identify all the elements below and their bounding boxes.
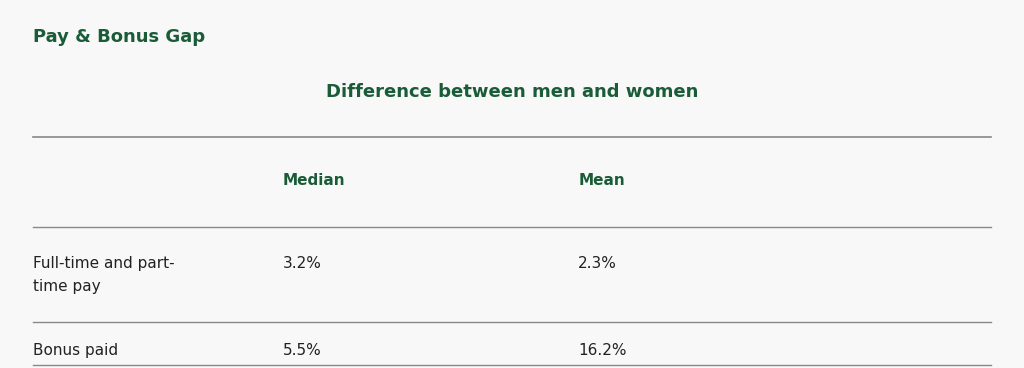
Text: Median: Median: [283, 173, 345, 188]
Text: 3.2%: 3.2%: [283, 256, 322, 272]
Text: Difference between men and women: Difference between men and women: [326, 82, 698, 100]
Text: Bonus paid: Bonus paid: [34, 343, 119, 358]
Text: Full-time and part-
time pay: Full-time and part- time pay: [34, 256, 175, 294]
Text: Pay & Bonus Gap: Pay & Bonus Gap: [34, 28, 206, 46]
Text: Mean: Mean: [579, 173, 625, 188]
Text: 2.3%: 2.3%: [579, 256, 617, 272]
Text: 16.2%: 16.2%: [579, 343, 627, 358]
Text: 5.5%: 5.5%: [283, 343, 322, 358]
